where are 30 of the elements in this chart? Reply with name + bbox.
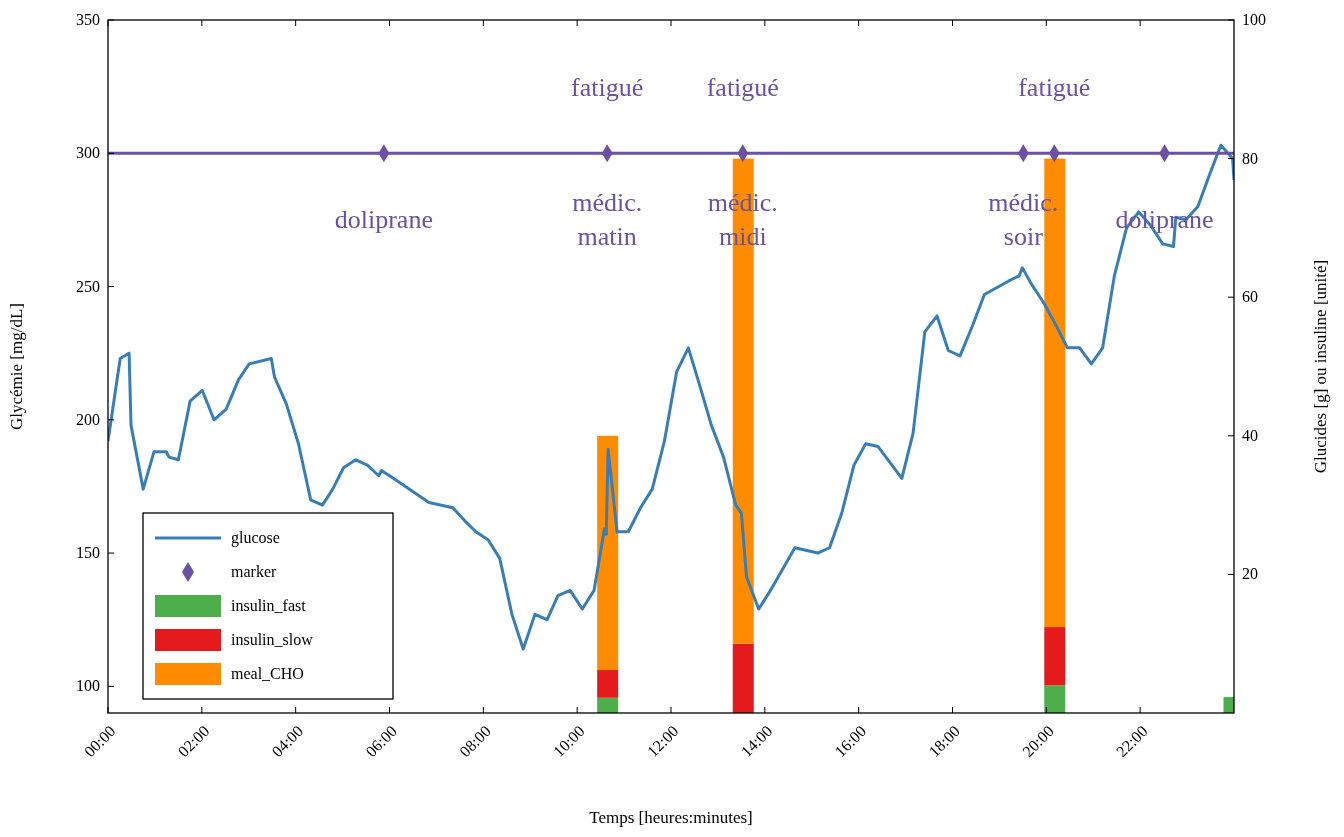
bar (597, 697, 619, 713)
annotation: doliprane (334, 205, 433, 235)
y2-tick-label: 40 (1242, 426, 1258, 444)
bar (1044, 627, 1066, 686)
line-series (108, 143, 1234, 651)
annotation: fatigué (571, 73, 644, 103)
y2-tick-label: 60 (1242, 288, 1258, 306)
annotation: médic. matin (572, 188, 643, 252)
y-tick-label: 200 (76, 410, 100, 428)
legend-label: insulin_fast (231, 597, 307, 614)
bar (1044, 685, 1066, 713)
y2-tick-label: 100 (1242, 11, 1266, 28)
legend-label: glucose (231, 529, 280, 547)
y-tick-label: 350 (76, 11, 100, 28)
y2-axis-title: Glucides [g] ou insuline [unité] (1311, 259, 1330, 474)
x-axis-title: Temps [heures:minutes] (589, 808, 753, 827)
annotation: fatigué (1018, 73, 1091, 103)
y2-tick-label: 20 (1242, 565, 1258, 583)
bar (732, 643, 754, 713)
y2-tick-label: 80 (1242, 149, 1258, 167)
y-tick-label: 150 (76, 544, 100, 562)
annotation: fatigué (706, 73, 779, 103)
y-axis-title: Glycémie [mg/dL] (7, 303, 26, 430)
bar (597, 670, 619, 698)
legend-label: marker (231, 563, 277, 580)
legend-label: insulin_slow (231, 631, 314, 648)
legend-label: meal_CHO (231, 665, 304, 682)
y-tick-label: 300 (76, 144, 100, 162)
y-tick-label: 250 (76, 277, 100, 295)
y-tick-label: 100 (76, 677, 100, 695)
